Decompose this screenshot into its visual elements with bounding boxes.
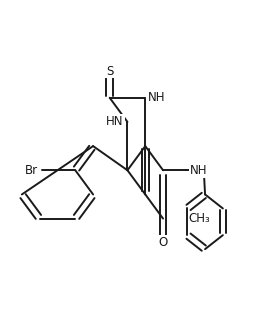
Text: NH: NH <box>148 91 165 104</box>
Text: CH₃: CH₃ <box>188 212 210 225</box>
Text: HN: HN <box>106 115 124 128</box>
Text: Br: Br <box>25 164 38 177</box>
Text: S: S <box>106 64 113 78</box>
Text: O: O <box>158 236 168 249</box>
Text: NH: NH <box>190 164 207 177</box>
